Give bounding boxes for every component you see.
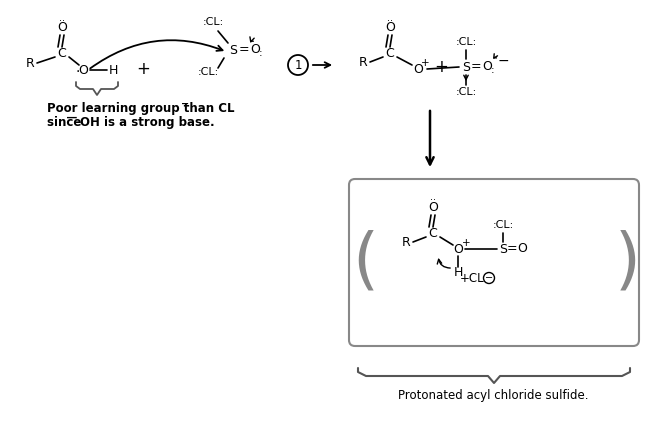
Text: ..: .. — [387, 13, 393, 23]
Text: S: S — [229, 44, 237, 56]
Text: :CL:: :CL: — [202, 17, 224, 27]
FancyArrowPatch shape — [90, 40, 222, 68]
Text: O: O — [482, 59, 492, 72]
Text: ..: .. — [430, 192, 436, 202]
Text: :CL:: :CL: — [198, 67, 218, 77]
Text: −: − — [181, 99, 189, 109]
FancyArrowPatch shape — [250, 37, 254, 42]
FancyArrowPatch shape — [313, 62, 330, 68]
Text: ): ) — [615, 229, 641, 295]
Text: Protonated acyl chloride sulfide.: Protonated acyl chloride sulfide. — [398, 389, 588, 401]
Text: O: O — [517, 241, 527, 255]
Text: =: = — [470, 60, 481, 74]
Text: R: R — [358, 56, 367, 68]
Text: O: O — [250, 42, 260, 56]
Text: O: O — [57, 21, 67, 33]
Text: H: H — [108, 63, 118, 77]
Text: :: : — [491, 65, 495, 75]
Text: O: O — [413, 62, 423, 75]
Text: +: + — [136, 60, 150, 78]
FancyArrowPatch shape — [426, 111, 434, 164]
Text: OH is a strong base.: OH is a strong base. — [80, 116, 214, 128]
Text: 1: 1 — [294, 59, 302, 71]
Text: H: H — [454, 265, 463, 279]
Text: since: since — [47, 116, 86, 128]
Text: (: ( — [352, 229, 378, 295]
Text: +: + — [434, 58, 448, 76]
Text: .: . — [76, 61, 80, 75]
Text: +: + — [421, 58, 430, 68]
Text: Poor learning group than CL: Poor learning group than CL — [47, 101, 235, 115]
FancyArrowPatch shape — [437, 259, 450, 268]
Text: C: C — [58, 47, 66, 59]
Text: +CL: +CL — [459, 271, 484, 285]
Text: :: : — [259, 48, 263, 58]
Text: O: O — [453, 243, 463, 256]
Text: −: − — [497, 54, 509, 68]
Text: R: R — [402, 235, 410, 249]
Text: :CL:: :CL: — [456, 87, 477, 97]
Text: O: O — [428, 200, 438, 214]
Text: =: = — [507, 243, 517, 256]
FancyArrowPatch shape — [464, 75, 469, 80]
Text: C: C — [386, 47, 395, 59]
Text: :CL:: :CL: — [492, 220, 514, 230]
FancyArrowPatch shape — [494, 54, 498, 58]
Text: −: − — [485, 273, 493, 283]
Text: ..: .. — [59, 13, 65, 23]
Text: R: R — [26, 56, 34, 69]
Text: S: S — [462, 60, 470, 74]
Text: ―: ― — [67, 113, 77, 123]
Text: =: = — [238, 44, 249, 56]
Text: :CL:: :CL: — [456, 37, 477, 47]
Text: +: + — [461, 238, 470, 248]
Text: O: O — [78, 63, 88, 77]
Text: C: C — [428, 226, 437, 240]
Text: S: S — [499, 243, 507, 256]
Text: O: O — [385, 21, 395, 33]
